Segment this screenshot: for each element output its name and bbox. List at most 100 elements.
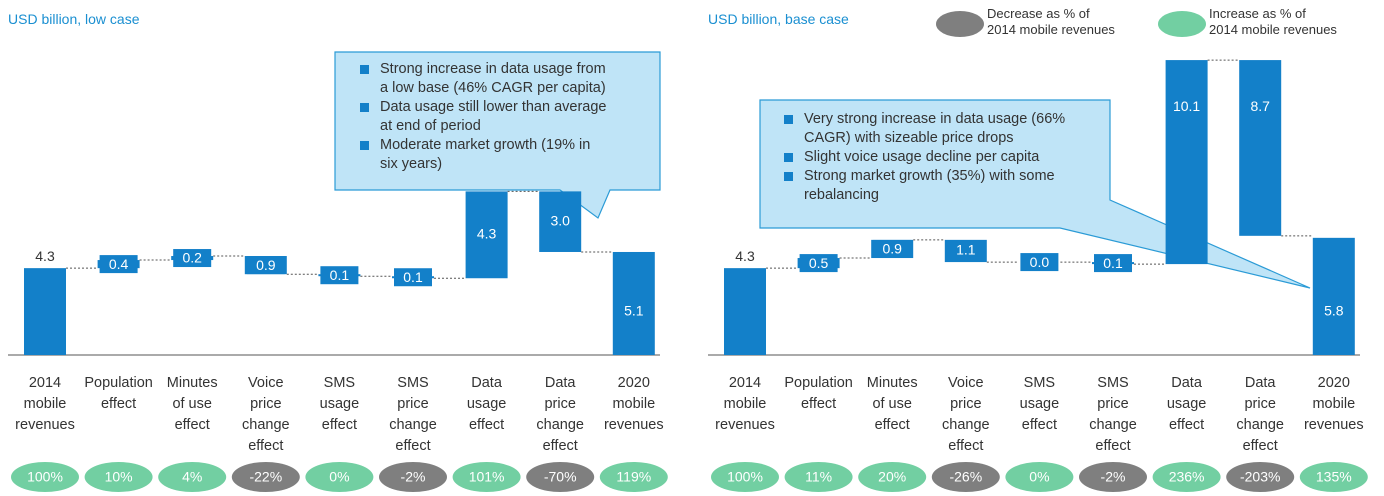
badge-label: 135% [1316, 469, 1352, 485]
badge-label: -203% [1240, 469, 1280, 485]
legend-swatch [936, 11, 984, 37]
value-label: 4.3 [477, 226, 497, 242]
badge [1152, 462, 1221, 492]
badge [711, 462, 779, 492]
callout-bullet: Very strong increase in data usage (66% … [782, 110, 1065, 148]
value-label: 0.1 [403, 269, 423, 285]
badge-label: 100% [27, 469, 63, 485]
bar [24, 268, 66, 355]
badge [158, 462, 227, 492]
bar [1312, 237, 1355, 355]
badge-label: 236% [1169, 469, 1205, 485]
category-label: SMS price change effect [1089, 375, 1137, 454]
badge [526, 462, 595, 492]
badge-label: 0% [329, 469, 349, 485]
value-label: 3.0 [550, 212, 570, 228]
badge [599, 462, 668, 492]
bar [1165, 60, 1208, 265]
badge-label: -22% [249, 469, 282, 485]
value-label-box [1020, 253, 1059, 272]
subtitle: USD billion, low case [8, 11, 140, 27]
value-label-box [799, 254, 838, 273]
bar [944, 239, 987, 263]
badge-label: 11% [805, 469, 832, 485]
value-label: 5.8 [1324, 303, 1344, 319]
value-label-box [1094, 254, 1132, 273]
value-label: 0.9 [882, 241, 902, 257]
value-label: 0.1 [330, 267, 350, 283]
legend-swatch [1158, 11, 1206, 37]
value-label: 0.1 [1103, 255, 1123, 271]
callout-bullet: Strong increase in data usage from a low… [358, 60, 607, 98]
category-label: Data price change effect [1236, 375, 1284, 454]
bar [1239, 60, 1282, 236]
badge [1005, 462, 1074, 492]
value-label-box [873, 239, 912, 258]
category-label: SMS usage effect [1019, 375, 1060, 433]
badge-label: 4% [182, 469, 202, 485]
callout-box [334, 51, 661, 219]
callout-bullet: Moderate market growth (19% in six years… [358, 136, 607, 174]
value-label-box [99, 255, 138, 274]
bar [724, 268, 766, 355]
category-label: Voice price change effect [942, 375, 990, 454]
badge-label: 119% [616, 469, 651, 485]
category-label: 2014 mobile revenues [15, 375, 75, 433]
badge [1299, 462, 1368, 492]
category-label: Data usage effect [1166, 375, 1207, 433]
badge [84, 462, 153, 492]
value-label: 10.1 [1173, 98, 1200, 114]
badge-label: 10% [105, 469, 133, 485]
bar [465, 191, 508, 279]
category-label: Data price change effect [536, 375, 584, 454]
value-label-box [320, 266, 359, 285]
value-label: 1.1 [956, 242, 976, 258]
badge [931, 462, 1000, 492]
badge-label: 101% [469, 469, 505, 485]
category-label: 2020 mobile revenues [1303, 375, 1364, 433]
value-label-box [173, 249, 212, 268]
legend-label: Increase as % of 2014 mobile revenues [1209, 6, 1337, 37]
bar [539, 191, 582, 252]
badge [11, 462, 79, 492]
badge-label: -2% [401, 469, 426, 485]
badge [784, 462, 853, 492]
value-label-box [394, 268, 432, 287]
callout-bullet: Strong market growth (35%) with some reb… [782, 167, 1065, 205]
legend-label: Decrease as % of 2014 mobile revenues [987, 6, 1115, 37]
value-label: 0.2 [182, 250, 202, 266]
bar [612, 251, 655, 355]
callout-text: Strong increase in data usage from a low… [358, 60, 607, 174]
value-label: 0.4 [109, 256, 129, 272]
category-label: Population effect [784, 375, 853, 412]
badge [1226, 462, 1295, 492]
value-label-box [246, 256, 285, 275]
category-label: Data usage effect [466, 375, 507, 433]
callout-bullet: Slight voice usage decline per capita [782, 148, 1065, 167]
badge-label: 100% [727, 469, 763, 485]
badge-label: -26% [949, 469, 982, 485]
value-label: 0.9 [256, 257, 276, 273]
category-label: Population effect [84, 375, 153, 412]
badge [452, 462, 521, 492]
value-label: 0.5 [809, 255, 829, 271]
subtitle: USD billion, base case [708, 11, 849, 27]
badge-label: -70% [544, 469, 577, 485]
category-label: 2014 mobile revenues [715, 375, 775, 433]
badge [305, 462, 374, 492]
category-label: SMS price change effect [389, 375, 437, 454]
badge [379, 462, 447, 492]
badge [858, 462, 927, 492]
category-label: Voice price change effect [242, 375, 290, 454]
value-label: 8.7 [1250, 98, 1270, 114]
value-label: 4.3 [735, 248, 755, 264]
badge [1079, 462, 1147, 492]
category-label: SMS usage effect [319, 375, 360, 433]
badge-label: -2% [1101, 469, 1126, 485]
category-label: Minutes of use effect [866, 375, 918, 433]
callout-text: Very strong increase in data usage (66% … [782, 110, 1065, 205]
badge [231, 462, 300, 492]
category-label: Minutes of use effect [166, 375, 218, 433]
value-label: 4.3 [35, 248, 55, 264]
